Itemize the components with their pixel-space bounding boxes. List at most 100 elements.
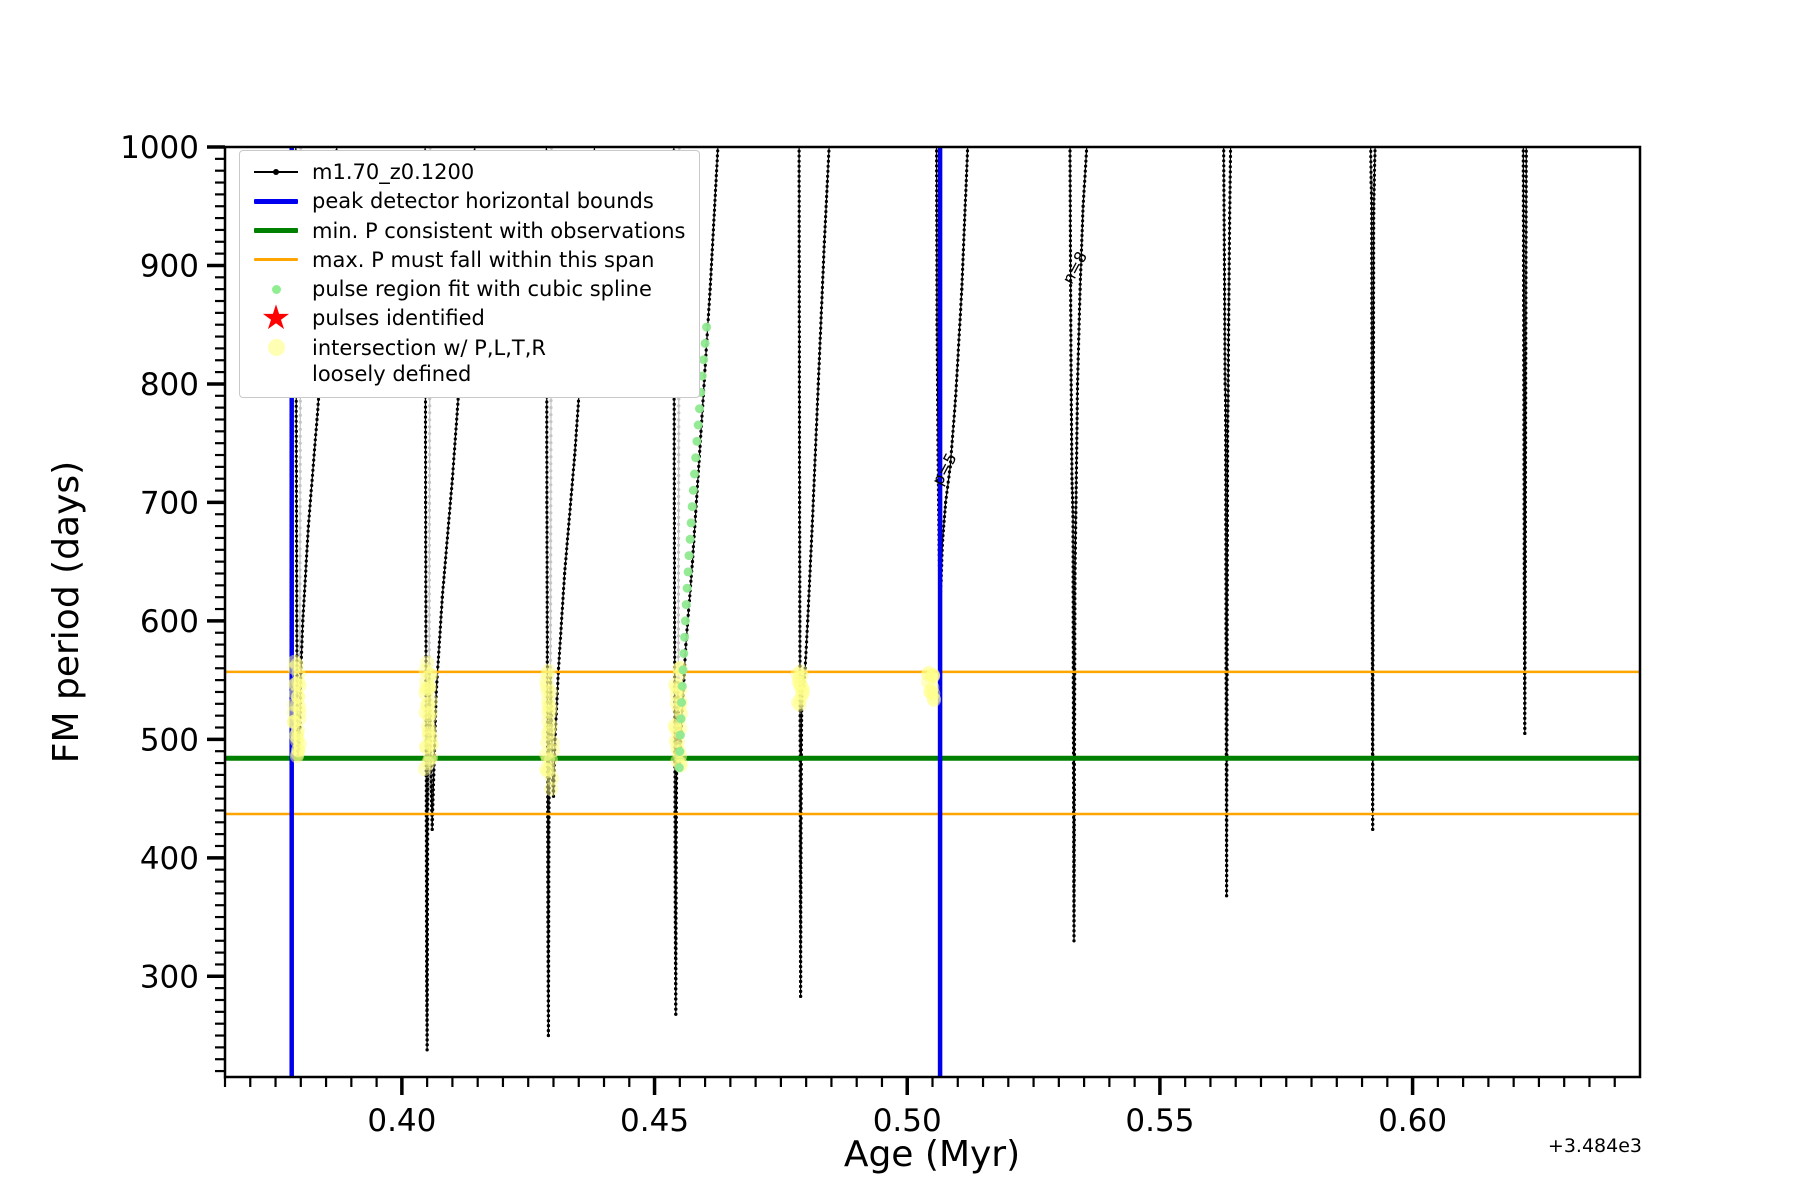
annotation-n8: n=8 <box>1058 248 1091 287</box>
track-dot <box>674 896 678 900</box>
track-dot <box>424 505 428 509</box>
track-dot <box>677 425 681 429</box>
track-dot <box>545 595 549 599</box>
track-dot <box>303 584 307 588</box>
track-dot <box>549 525 553 529</box>
track-dot <box>672 437 676 441</box>
track-dot <box>1074 461 1079 465</box>
track-dot <box>820 291 824 295</box>
track-dot <box>798 595 802 599</box>
track-dot <box>456 397 460 401</box>
track-dot <box>1523 560 1527 564</box>
track-dot <box>1371 420 1375 424</box>
track-dot <box>1225 889 1229 893</box>
track-dot <box>427 515 432 519</box>
track-dot <box>1068 194 1072 198</box>
track-dot <box>1225 474 1230 478</box>
track-dot <box>1073 647 1077 651</box>
track-dot <box>1071 540 1075 544</box>
track-dot <box>305 544 309 548</box>
track-dot <box>545 650 549 654</box>
track-dot <box>1072 914 1076 918</box>
track-dot <box>935 194 939 198</box>
track-dot <box>799 989 803 994</box>
track-dot <box>672 447 676 451</box>
track-dot <box>707 297 712 301</box>
track-dot <box>1372 211 1376 215</box>
track-dot <box>1225 633 1229 637</box>
track-dot <box>672 497 676 501</box>
track-dot <box>712 218 716 222</box>
track-dot <box>301 624 305 628</box>
track-dot <box>1524 301 1528 305</box>
track-dot <box>1371 306 1376 310</box>
track-dot <box>1072 863 1076 867</box>
track-dot <box>1371 648 1375 653</box>
track-dot <box>807 594 811 598</box>
track-dot <box>1074 486 1078 490</box>
track-dot <box>294 434 298 438</box>
track-dot <box>1083 169 1087 173</box>
track-dot <box>713 188 718 192</box>
track-dot <box>935 164 939 168</box>
track-dot <box>672 412 676 416</box>
track-dot <box>1225 608 1229 612</box>
track-dot <box>315 417 319 422</box>
track-dot <box>1226 444 1230 448</box>
track-dot <box>953 409 957 413</box>
intersection-dot <box>790 667 805 682</box>
track-dot <box>1074 481 1078 485</box>
track-dot <box>674 881 678 885</box>
track-dot <box>1373 149 1377 153</box>
track-dot <box>571 478 575 482</box>
track-dot <box>798 629 802 634</box>
track-dot <box>797 209 801 213</box>
track-dot <box>1524 381 1528 385</box>
track-dot <box>935 293 939 297</box>
legend-marker-line-thick-icon <box>252 188 300 214</box>
track-dot <box>549 399 553 403</box>
track-dot <box>304 569 308 573</box>
track-dot <box>1227 257 1231 261</box>
track-dot <box>1227 333 1231 337</box>
track-dot <box>429 140 432 143</box>
track-dot <box>713 198 717 202</box>
track-dot <box>814 443 818 447</box>
track-dot <box>949 460 953 464</box>
track-dot <box>821 275 825 279</box>
track-dot <box>569 497 573 502</box>
track-dot <box>427 487 432 492</box>
track-dot <box>428 432 432 436</box>
track-dot <box>1076 377 1080 381</box>
track-dot <box>437 650 441 654</box>
track-dot <box>1225 788 1229 792</box>
spline-dot <box>677 698 687 707</box>
track-dot <box>1072 848 1076 852</box>
track-dot <box>1225 869 1229 873</box>
track-dot <box>1068 199 1072 203</box>
track-dot <box>549 483 553 487</box>
track-dot <box>677 432 681 436</box>
track-dot <box>1225 763 1229 767</box>
track-dot <box>426 857 430 861</box>
track-dot <box>819 306 824 310</box>
track-dot <box>1523 495 1527 499</box>
track-dot <box>428 418 432 422</box>
track-dot <box>423 425 428 429</box>
track-dot <box>1523 615 1527 619</box>
track-dot <box>423 440 428 444</box>
track-dot <box>1073 571 1077 576</box>
track-dot <box>549 560 553 564</box>
track-dot <box>1073 541 1077 545</box>
track-dot <box>545 435 549 439</box>
track-dot <box>1372 197 1376 201</box>
track-dot <box>1371 619 1375 623</box>
track-dot <box>560 606 565 611</box>
track-dot <box>815 417 819 422</box>
track-dot <box>294 534 299 538</box>
track-dot <box>1524 401 1528 405</box>
track-dot <box>674 830 678 835</box>
track-dot <box>674 1012 678 1016</box>
track-dot <box>302 594 306 598</box>
track-dot <box>427 508 432 512</box>
